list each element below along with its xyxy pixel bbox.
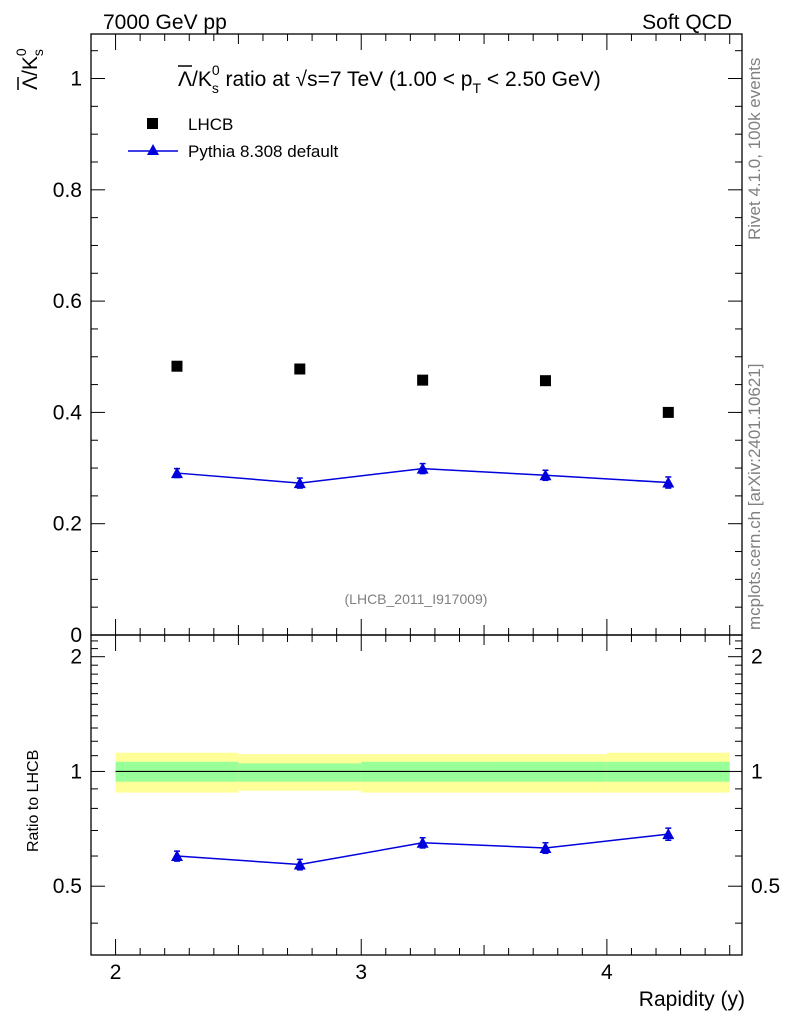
title-sup-0: 0 — [212, 62, 220, 78]
ratio-point — [170, 850, 183, 862]
ratio-y-tick-label-left: 1 — [70, 760, 82, 783]
ratio-y-tick-label-right: 2 — [751, 646, 763, 669]
pythia-point — [539, 469, 552, 481]
ylabel-sup: 0 — [13, 48, 29, 56]
x-axis-label: Rapidity (y) — [639, 988, 745, 1011]
tick-labels: 0 0.2 0.4 0.6 0.8 1 2 3 4 0.5 0.5 1 1 2 2 — [53, 68, 780, 984]
lhcb-point — [417, 374, 429, 386]
main-y-tick-label: 0 — [70, 624, 82, 647]
ylabel-slash: /K — [19, 56, 42, 76]
title-lambda: Λ — [178, 68, 192, 91]
ratio-y-tick-label-right: 0.5 — [751, 875, 780, 898]
mcplots-source-label: mcplots.cern.ch [arXiv:2401.10621] — [745, 364, 764, 630]
legend-label-lhcb: LHCB — [188, 115, 233, 134]
title-energy: =7 TeV (1.00 < p — [318, 68, 473, 91]
lhcb-point — [662, 406, 674, 418]
main-y-tick-label: 0.8 — [53, 179, 82, 202]
rivet-version-label: Rivet 4.1.0, 100k events — [745, 58, 764, 240]
title-mid: ratio at — [220, 68, 296, 91]
ylabel-sub: s — [30, 49, 46, 56]
ylabel-lambda: Λ — [19, 76, 42, 90]
lhcb-point — [539, 375, 551, 387]
header-collision-label: 7000 GeV pp — [103, 11, 227, 34]
title-sqrt: √s — [296, 68, 318, 91]
legend-label-pythia: Pythia 8.308 default — [188, 142, 339, 161]
main-y-tick-label: 0.4 — [53, 401, 83, 424]
x-tick-label: 4 — [601, 961, 613, 984]
main-y-tick-label: 0.6 — [53, 290, 82, 313]
main-y-tick-label: 0.2 — [53, 513, 82, 536]
pythia-point — [293, 477, 306, 489]
axes-frames — [90, 33, 743, 956]
title-suffix: < 2.50 GeV) — [481, 68, 601, 91]
pythia-point — [662, 476, 675, 488]
analysis-tag: (LHCB_2011_I917009) — [345, 591, 488, 607]
main-ylabel: Λ/Ks0 — [13, 48, 46, 90]
x-tick-label: 2 — [110, 961, 122, 984]
uncertainty-band-green — [238, 763, 362, 782]
ratio-y-tick-label-left: 2 — [70, 646, 82, 669]
ratio-plot-area — [115, 752, 730, 871]
legend-marker-pythia — [147, 144, 159, 155]
lhcb-point — [294, 363, 306, 375]
main-plot-area — [170, 360, 675, 489]
ratio-point — [662, 828, 675, 840]
header-category-label: Soft QCD — [642, 11, 732, 34]
lhcb-point — [171, 360, 183, 372]
pythia-point — [170, 467, 183, 479]
ratio-ylabel: Ratio to LHCB — [25, 750, 42, 852]
ratio-frame — [90, 634, 743, 956]
pythia-point — [416, 462, 429, 474]
x-tick-label: 3 — [355, 961, 367, 984]
title-sub-s: s — [212, 80, 219, 96]
legend-marker-lhcb — [147, 118, 158, 129]
title-prefix: /K — [192, 68, 212, 91]
ratio-point — [416, 836, 429, 848]
svg-text:Λ/Ks0: Λ/Ks0 — [13, 48, 46, 90]
title-sub-T: T — [472, 80, 481, 96]
ratio-y-tick-label-right: 1 — [751, 760, 763, 783]
main-y-tick-label: 1 — [70, 68, 82, 91]
ratio-point — [293, 858, 306, 870]
ratio-point — [539, 841, 552, 853]
ratio-y-tick-label-left: 0.5 — [53, 875, 82, 898]
chart-title: Λ/Ks 0 ratio at √s=7 TeV (1.00 < pT < 2.5… — [178, 62, 601, 96]
